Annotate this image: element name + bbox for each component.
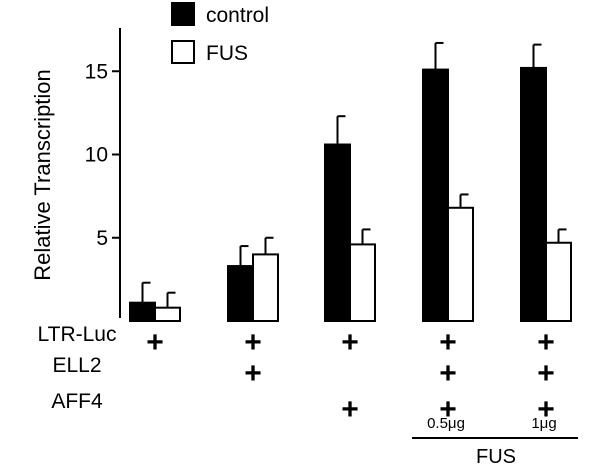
legend-label-fus: FUS	[206, 42, 248, 65]
plus-ltr-luc-5: +	[537, 326, 555, 359]
row-label-ltr-luc: LTR-Luc	[38, 323, 117, 346]
legend-label-control: control	[206, 4, 269, 27]
bar-fus-3	[349, 243, 376, 322]
plus-aff4-3: +	[341, 393, 359, 426]
bars	[129, 41, 572, 322]
plus-aff4-4: +	[439, 393, 457, 426]
bar-control-2	[227, 265, 254, 322]
dose-label-5: 1μg	[531, 415, 556, 432]
legend-swatch-fus	[171, 40, 195, 64]
bar-fus-5	[545, 241, 572, 322]
y-tick-label-5: 5	[96, 227, 108, 250]
plus-ltr-luc-4: +	[439, 326, 457, 359]
bar-fus-1	[154, 306, 181, 322]
plus-aff4-5: +	[537, 393, 555, 426]
legend-swatch-control	[171, 2, 195, 26]
y-tick-label-10: 10	[85, 144, 108, 167]
dose-group-label: FUS	[476, 446, 516, 468]
row-label-aff4: AFF4	[51, 390, 103, 413]
y-tick-label-15: 15	[85, 60, 108, 83]
legend: control FUS	[171, 2, 269, 65]
row-label-ell2: ELL2	[52, 354, 101, 377]
plus-ell2-2: +	[244, 357, 262, 390]
plus-ltr-luc-1: +	[146, 326, 164, 359]
dose-label-4: 0.5μg	[427, 415, 465, 432]
bar-control-4	[422, 68, 449, 322]
bar-fus-2	[252, 253, 279, 322]
bar-control-1	[129, 301, 156, 322]
bar-control-5	[520, 66, 547, 322]
bar-control-3	[324, 143, 351, 322]
bar-fus-4	[447, 206, 474, 322]
y-axis-ticks: 5 10 15	[85, 60, 120, 250]
y-axis-label: Relative Transcription	[30, 69, 55, 281]
plus-ell2-4: +	[439, 357, 457, 390]
plus-ell2-5: +	[537, 357, 555, 390]
plus-ltr-luc-3: +	[341, 326, 359, 359]
plus-ltr-luc-2: +	[244, 326, 262, 359]
